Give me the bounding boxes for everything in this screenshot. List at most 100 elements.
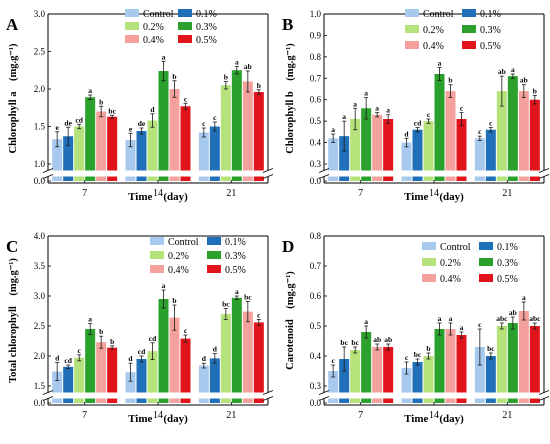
legend-label: 0.1% bbox=[497, 242, 518, 253]
legend-swatch bbox=[422, 258, 436, 266]
legend-swatch bbox=[125, 9, 139, 17]
axis-break-mark bbox=[42, 390, 54, 395]
bar bbox=[474, 347, 485, 403]
bar bbox=[445, 329, 456, 403]
chart-panel-a: 0.01.01.52.02.53.07e de cdabbc14ededabc21c… bbox=[6, 9, 274, 203]
bar bbox=[125, 372, 136, 403]
legend-swatch bbox=[422, 274, 436, 282]
significance-letter: a bbox=[162, 52, 166, 61]
axis-break-band bbox=[44, 392, 272, 399]
significance-letter: bc bbox=[244, 292, 252, 301]
bar bbox=[350, 350, 361, 403]
significance-letter: cd bbox=[138, 347, 146, 356]
significance-letter: a bbox=[449, 314, 453, 323]
y-tick-label: 1.5 bbox=[34, 381, 46, 391]
significance-letter: c bbox=[184, 326, 188, 335]
bar bbox=[63, 366, 74, 403]
bar bbox=[253, 322, 264, 403]
significance-letter: ab bbox=[520, 76, 528, 85]
legend-swatch bbox=[405, 25, 419, 33]
significance-letter: c bbox=[77, 346, 81, 355]
bar bbox=[198, 132, 209, 181]
legend-swatch bbox=[150, 251, 164, 259]
significance-letter: ab bbox=[244, 62, 252, 71]
bar bbox=[180, 106, 191, 181]
y-tick-label: 3.0 bbox=[34, 291, 46, 301]
significance-letter: d bbox=[128, 354, 133, 363]
bar bbox=[350, 119, 361, 181]
legend-label: Control bbox=[168, 237, 199, 248]
x-axis-title: Time (day) bbox=[128, 413, 188, 425]
bar bbox=[136, 359, 147, 403]
legend-label: 0.2% bbox=[423, 25, 444, 36]
significance-letter: a bbox=[342, 112, 346, 121]
y-tick-label: 3.5 bbox=[34, 261, 46, 271]
significance-letter: a bbox=[235, 58, 239, 67]
y-tick-label: 2.5 bbox=[34, 47, 46, 57]
axis-break-mark bbox=[318, 174, 330, 179]
x-category-label: 21 bbox=[502, 188, 512, 199]
bar bbox=[412, 362, 423, 403]
y-tick-label: 0.8 bbox=[310, 231, 322, 241]
significance-letter: bc bbox=[414, 350, 422, 359]
bar bbox=[496, 326, 507, 403]
chart-panel-c: 0.01.52.02.53.03.54.07d cdcabb14dcdcdabc2… bbox=[6, 231, 274, 425]
bar bbox=[507, 76, 518, 181]
legend-swatch bbox=[207, 237, 221, 245]
legend-label: 0.5% bbox=[497, 274, 518, 285]
significance-letter: b bbox=[257, 81, 261, 90]
legend-label: 0.3% bbox=[480, 25, 501, 36]
axis-break-mark bbox=[538, 174, 550, 179]
bar bbox=[198, 365, 209, 403]
significance-letter: bc bbox=[487, 344, 495, 353]
significance-letter: e bbox=[129, 124, 133, 133]
x-category-label: 14 bbox=[429, 188, 439, 199]
legend-swatch bbox=[405, 9, 419, 17]
legend-label: 0.5% bbox=[480, 41, 501, 52]
legend-label: 0.2% bbox=[143, 22, 164, 33]
bar bbox=[85, 329, 96, 403]
bar bbox=[169, 317, 180, 403]
significance-letter: b bbox=[172, 296, 176, 305]
y-tick-label: 2.0 bbox=[34, 84, 46, 94]
significance-letter: b bbox=[172, 72, 176, 81]
y-tick-label: 2.0 bbox=[34, 351, 46, 361]
legend-label: Control bbox=[143, 9, 174, 20]
x-category-label: 21 bbox=[226, 410, 236, 421]
bar bbox=[412, 129, 423, 181]
legend-swatch bbox=[207, 251, 221, 259]
bar bbox=[423, 356, 434, 403]
significance-letter: a bbox=[88, 86, 92, 95]
axis-break-mark bbox=[318, 390, 330, 395]
legend-label: 0.5% bbox=[196, 35, 217, 46]
legend: Control 0.1% 0.2% 0.3% 0.4% 0.5% bbox=[150, 237, 246, 276]
x-axis-title: Time (day) bbox=[128, 191, 188, 203]
y-tick-label: 0.0 bbox=[34, 398, 46, 408]
y-tick-label: 4.0 bbox=[34, 231, 46, 241]
legend-swatch bbox=[125, 35, 139, 43]
bar bbox=[253, 92, 264, 181]
significance-letter: d bbox=[202, 354, 207, 363]
bar bbox=[242, 81, 253, 181]
significance-letter: a bbox=[522, 293, 526, 302]
significance-letter: d bbox=[213, 345, 218, 354]
significance-letter: bc bbox=[222, 300, 230, 309]
y-tick-label: 0.0 bbox=[310, 398, 322, 408]
bar bbox=[328, 138, 339, 181]
legend-label: Control bbox=[440, 242, 471, 253]
legend-swatch bbox=[422, 242, 436, 250]
y-tick-label: 3.0 bbox=[34, 9, 46, 19]
bar bbox=[52, 139, 63, 181]
bar bbox=[496, 91, 507, 181]
bar bbox=[52, 371, 63, 403]
significance-letter: c bbox=[331, 356, 335, 365]
bar bbox=[158, 299, 169, 403]
significance-letter: c bbox=[478, 127, 482, 136]
bar bbox=[361, 108, 372, 181]
bar bbox=[220, 85, 231, 181]
bar bbox=[474, 138, 485, 181]
x-axis-title: Time (day) bbox=[404, 191, 464, 203]
